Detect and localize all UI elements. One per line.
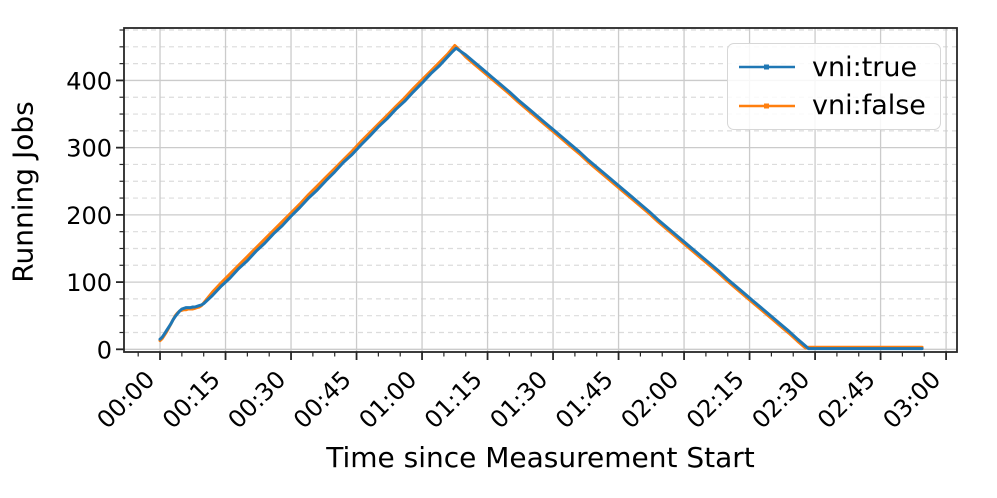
legend-line-sample-icon [739, 64, 795, 70]
x-tick-label: 02:00 [616, 365, 685, 434]
x-tick-label: 02:45 [812, 365, 881, 434]
y-tick-label: 0 [97, 336, 112, 364]
x-tick-label: 01:00 [354, 365, 423, 434]
axes-frame [123, 27, 958, 353]
x-tick-label: 02:15 [681, 365, 750, 434]
x-tick-label: 01:45 [550, 365, 619, 434]
series-line-vni-true [158, 46, 924, 351]
x-tick-label: 00:15 [157, 365, 226, 434]
x-axis-title: Time since Measurement Start [326, 441, 755, 474]
legend-label-vni-false: vni:false [812, 90, 926, 122]
x-tick-label: 00:00 [92, 365, 161, 434]
legend-marker [764, 64, 769, 70]
y-tick-label: 100 [66, 269, 112, 297]
y-tick-label: 200 [66, 202, 112, 230]
legend-line-sample-icon [739, 103, 795, 109]
legend-item-vni-false: vni:false [738, 92, 932, 119]
x-tick-label: 00:30 [223, 365, 292, 434]
y-tick-label: 300 [66, 135, 112, 163]
x-tick-label: 00:45 [288, 365, 357, 434]
x-tick-label: 02:30 [747, 365, 816, 434]
legend-item-vni-true: vni:true [738, 54, 932, 81]
y-tick-label: 400 [66, 67, 112, 95]
x-tick-label: 01:30 [485, 365, 554, 434]
legend: vni:true vni:false [727, 43, 941, 130]
x-tick-label: 01:15 [419, 365, 488, 434]
legend-label-vni-true: vni:true [812, 51, 918, 83]
x-tick-label: 03:00 [878, 365, 947, 434]
y-axis-title: Running Jobs [6, 101, 40, 283]
legend-marker [764, 103, 769, 109]
